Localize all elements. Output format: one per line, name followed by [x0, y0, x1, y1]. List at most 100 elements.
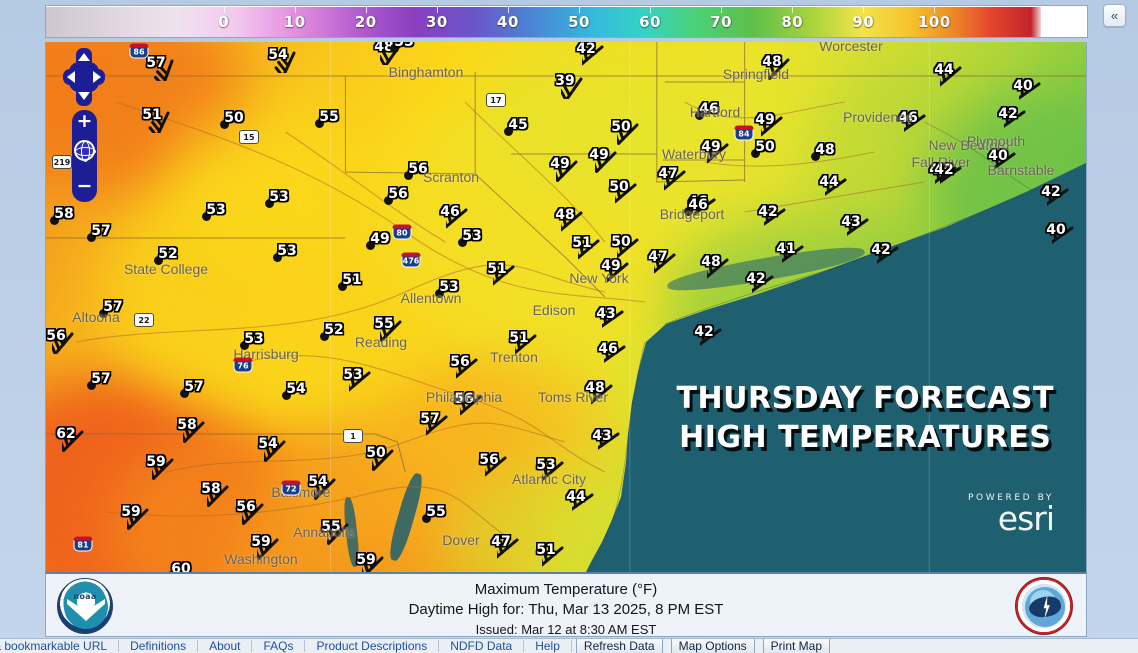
pan-control[interactable]	[63, 48, 105, 106]
city-label: Atlantic City	[512, 471, 586, 487]
station-dot	[240, 341, 249, 350]
highway-shield: 22	[134, 313, 154, 327]
station-temperature: 53	[343, 367, 363, 383]
city-label: Dover	[442, 532, 480, 548]
station-temperature: 50	[224, 110, 244, 126]
legend-tick-label: 60	[639, 13, 662, 31]
station-dot	[99, 309, 108, 318]
station-dot	[458, 238, 467, 247]
station-temperature: 58	[54, 206, 74, 222]
temperature-legend: 0 10 20 30 40 50 60 70 80 90 100	[45, 5, 1088, 38]
city-label: Binghamton	[388, 64, 464, 80]
station-temperature: 58	[177, 417, 197, 433]
station-dot	[504, 127, 513, 136]
station-temperature: 48	[815, 142, 835, 158]
station-temperature: 46	[898, 110, 918, 126]
station-temperature: 46	[598, 341, 618, 357]
pan-up-icon[interactable]	[78, 53, 90, 61]
overlay-title-line1: THURSDAY FORECAST	[676, 381, 1054, 417]
station-temperature: 58	[201, 481, 221, 497]
toolbar-separator	[304, 640, 306, 652]
pan-down-icon[interactable]	[78, 92, 90, 100]
toolbar-button[interactable]: Refresh Data	[575, 639, 663, 653]
station-temperature: 47	[491, 534, 511, 550]
globe-icon[interactable]	[74, 140, 96, 162]
esri-wordmark: esri	[997, 498, 1055, 538]
city-label: New Bedford	[928, 137, 1010, 153]
station-temperature: 42	[998, 106, 1018, 122]
city-label: Waterbury	[661, 146, 727, 162]
city-label: Baltimore	[271, 484, 331, 500]
legend-tick	[223, 6, 225, 13]
pan-right-icon[interactable]	[93, 71, 101, 83]
station-temperature: 49	[701, 139, 721, 155]
station-temperature: 42	[871, 242, 891, 258]
zoom-control[interactable]: + −	[72, 110, 97, 202]
station-temperature: 57	[103, 299, 123, 315]
station-temperature: 50	[611, 234, 631, 250]
station-dot	[695, 111, 704, 120]
station-temperature: 42	[576, 42, 596, 57]
toolbar-separator	[570, 640, 572, 652]
station-temperature: 50	[755, 139, 775, 155]
station-temperature: 49	[589, 147, 609, 163]
toolbar-link[interactable]: NDFD Data	[450, 639, 513, 653]
station-temperature: 51	[342, 272, 362, 288]
station-dot	[180, 389, 189, 398]
station-temperature: 55	[319, 109, 339, 125]
station-temperature: 54	[286, 381, 306, 397]
station-temperature: 44	[819, 174, 839, 190]
station-temperature: 50	[611, 119, 631, 135]
station-temperature: 42	[934, 162, 954, 178]
station-dot	[220, 120, 229, 129]
highway-shield: 84	[734, 125, 754, 141]
station-temperature: 54	[308, 474, 328, 490]
highway-shield: 86	[129, 43, 149, 59]
legend-tick	[650, 6, 652, 13]
esri-attribution: POWERED BY esri	[968, 493, 1055, 538]
station-temperature: 49	[370, 231, 390, 247]
noaa-logo-text: noaa	[73, 592, 97, 601]
zoom-out-button[interactable]: −	[76, 175, 93, 197]
station-temperature: 57	[91, 223, 111, 239]
toolbar-button[interactable]: Map Options	[670, 639, 755, 653]
legend-tick-label: 30	[425, 13, 448, 31]
toolbar-link[interactable]: to a bookmarkable URL	[0, 639, 108, 653]
caption-line-title: Maximum Temperature (°F)	[474, 581, 658, 598]
forecast-map[interactable]: 57 54 48 42 48 44 40 51 50 55 39 45 50 46 49 46 42 40 42 56…	[45, 42, 1087, 572]
toolbar-link[interactable]: Help	[535, 639, 560, 653]
toolbar-link[interactable]: Definitions	[130, 639, 187, 653]
station-temperature: 46	[440, 204, 460, 220]
map-navigation-widget[interactable]: + −	[63, 48, 105, 203]
overlay-title-line2: HIGH TEMPERATURES	[679, 419, 1052, 455]
noaa-logo: noaa	[57, 578, 113, 634]
map-overlay-title: THURSDAY FORECAST HIGH TEMPERATURES	[677, 380, 1054, 457]
station-temperature: 40	[1046, 222, 1066, 238]
station-temperature: 48	[701, 254, 721, 270]
toolbar-separator	[438, 640, 440, 652]
toolbar-link[interactable]: About	[209, 639, 241, 653]
pan-left-icon[interactable]	[67, 71, 75, 83]
station-temperature: 43	[592, 428, 612, 444]
bottom-toolbar[interactable]: to a bookmarkable URL Definitions About FAQ…	[0, 638, 1138, 653]
city-label: State College	[123, 261, 209, 277]
station-temperature: 43	[596, 306, 616, 322]
station-dot	[87, 381, 96, 390]
station-temperature: 41	[776, 241, 796, 257]
station-temperature: 59	[121, 504, 141, 520]
highway-shield: 476	[401, 252, 421, 268]
highway-shield: 80	[392, 224, 412, 240]
legend-tick	[507, 6, 509, 13]
station-temperature: 51	[536, 542, 556, 558]
legend-tick-label: 70	[710, 13, 733, 31]
toolbar-link[interactable]: FAQs	[263, 639, 294, 653]
toolbar-button[interactable]: Print Map	[762, 639, 831, 653]
station-dot	[751, 149, 760, 158]
toolbar-link[interactable]: Product Descriptions	[316, 639, 428, 653]
zoom-in-button[interactable]: +	[76, 110, 93, 132]
collapse-panel-button[interactable]: «	[1103, 4, 1126, 27]
station-temperature: 48	[762, 54, 782, 70]
legend-tick	[934, 6, 936, 13]
station-dot	[87, 233, 96, 242]
station-dot	[154, 256, 163, 265]
